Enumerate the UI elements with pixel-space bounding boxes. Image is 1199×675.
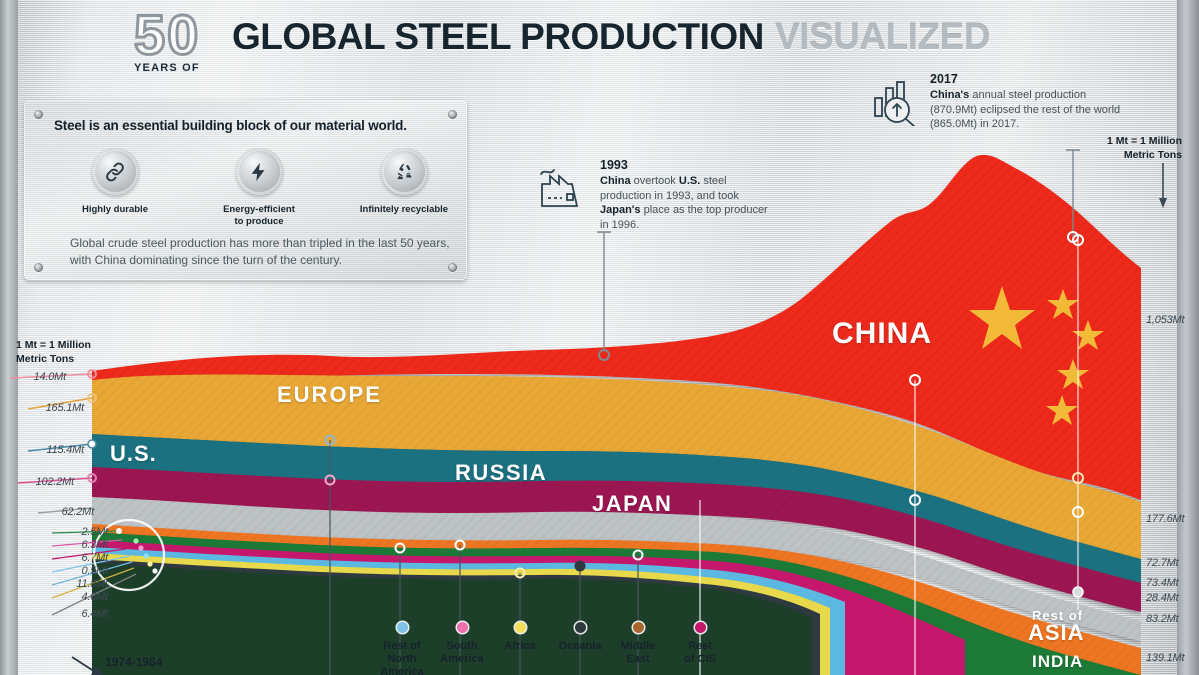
legend-rest-of-north-america[interactable]: Rest of North America bbox=[368, 622, 436, 675]
callout-year: 2017 bbox=[930, 72, 958, 86]
feature-label: Highly durable bbox=[82, 204, 148, 215]
link-icon bbox=[91, 148, 139, 195]
stream-label-japan: JAPAN bbox=[592, 491, 673, 516]
legend-middle-east[interactable]: Middle East bbox=[606, 622, 670, 666]
axis-label-left-rest-na: 0.5Mt bbox=[81, 565, 108, 577]
unit-note-left: 1 Mt = 1 Million Metric Tons bbox=[16, 339, 91, 366]
band-china bbox=[92, 154, 1141, 500]
magnifier-ring bbox=[92, 518, 166, 592]
legend-south-america[interactable]: South America bbox=[428, 622, 496, 666]
period-note: 1974-1984 bbox=[105, 655, 163, 669]
stream-label-rest-of: Rest of bbox=[1032, 608, 1084, 623]
axis-label-left-africa: 4.0Mt bbox=[81, 591, 108, 603]
band-us bbox=[92, 434, 1141, 586]
axis-label-left-japan: 62.2Mt bbox=[61, 506, 95, 518]
stream-label-asia: ASIA bbox=[1028, 620, 1085, 645]
callout-2017-stem bbox=[1066, 149, 1080, 243]
feature-highly-durable: Highly durable bbox=[50, 148, 180, 216]
metal-edge-left bbox=[0, 0, 18, 675]
band-japan bbox=[92, 497, 1141, 641]
band-europe bbox=[92, 374, 1141, 565]
screw-icon bbox=[448, 110, 457, 119]
screw-icon bbox=[34, 263, 43, 272]
axis-label-left-oceania: 6.4Mt bbox=[81, 608, 108, 620]
axis-label-right-us: 72.7Mt bbox=[1146, 557, 1179, 569]
plaque-title: Steel is an essential building block of … bbox=[54, 118, 407, 133]
callout-text: China overtook U.S. steel production in … bbox=[600, 175, 768, 231]
period-arrow bbox=[71, 656, 103, 675]
axis-label-right-russia: 73.4Mt bbox=[1146, 577, 1179, 589]
feature-label: Infinitely recyclable bbox=[359, 204, 449, 215]
axis-label-left-south-am: 11.8Mt bbox=[76, 578, 108, 590]
legend-color-swatch bbox=[396, 622, 408, 633]
bolt-icon bbox=[235, 148, 283, 195]
callout-1993-stem bbox=[597, 231, 611, 361]
legend-color-swatch bbox=[456, 622, 468, 633]
band-russia bbox=[92, 467, 1141, 612]
intro-plaque: Steel is an essential building block of … bbox=[24, 100, 467, 280]
legend-color-swatch bbox=[574, 622, 586, 633]
axis-label-left-russia: 102.2Mt bbox=[35, 476, 75, 488]
legend-color-swatch bbox=[694, 622, 706, 633]
legend-color-swatch bbox=[632, 622, 644, 633]
right-unit-arrow bbox=[1159, 163, 1167, 208]
legend-color-swatch bbox=[514, 622, 526, 633]
screw-icon bbox=[448, 263, 457, 272]
page-title-accent: VISUALIZED bbox=[775, 16, 990, 57]
callout-year: 1993 bbox=[600, 158, 628, 172]
callout-2017: 2017 China's annual steel production (87… bbox=[872, 72, 1122, 132]
stream-label-us: U.S. bbox=[110, 441, 157, 466]
years-of-label: YEARS OF bbox=[134, 62, 200, 74]
axis-label-left-china: 14.0Mt bbox=[33, 371, 67, 383]
feature-energy-efficient: Energy-efficient to produce bbox=[194, 148, 324, 228]
inner-connectors bbox=[324, 374, 921, 675]
axis-label-right-india: 139.1Mt bbox=[1146, 652, 1185, 664]
legend-label: Oceania bbox=[558, 640, 602, 652]
axis-label-left-asia: 2.5Mt bbox=[81, 526, 108, 538]
legend-label: South America bbox=[440, 640, 484, 666]
feature-infinitely-recyclable: Infinitely recyclable bbox=[339, 148, 469, 216]
stream-label-india: INDIA bbox=[1032, 652, 1084, 671]
stream-label-russia: RUSSIA bbox=[455, 460, 548, 485]
factory-icon bbox=[540, 169, 579, 207]
legend-label: Rest of North America bbox=[380, 640, 424, 675]
axis-label-left-india: 6.3Mt bbox=[81, 539, 108, 551]
chart-search-icon bbox=[874, 81, 915, 126]
left-axis-connectors bbox=[9, 373, 137, 616]
magnifier-dots bbox=[116, 528, 158, 574]
axis-label-left-cis: 6.7Mt bbox=[81, 552, 108, 564]
legend-label: Rest of CIS bbox=[684, 640, 716, 666]
header: 50 YEARS OF GLOBAL STEEL PRODUCTION VISU… bbox=[0, 3, 1199, 74]
axis-label-right-china: 1,053Mt bbox=[1146, 314, 1185, 326]
band-oceania bbox=[92, 563, 812, 675]
legend-africa[interactable]: Africa bbox=[489, 622, 551, 653]
plaque-note: Global crude steel production has more t… bbox=[70, 236, 450, 268]
page-title: GLOBAL STEEL PRODUCTION bbox=[232, 16, 764, 57]
axis-label-right-asia: 83.2Mt bbox=[1146, 613, 1179, 625]
fifty-number: 50 bbox=[132, 3, 201, 66]
screw-icon bbox=[34, 110, 43, 119]
callout-text: China's annual steel production (870.9Mt… bbox=[930, 89, 1121, 131]
feature-label: Energy-efficient to produce bbox=[223, 204, 295, 228]
axis-label-right-europe: 177.6Mt bbox=[1146, 513, 1185, 525]
left-axis-dots bbox=[87, 369, 97, 483]
unit-note-right: 1 Mt = 1 Million Metric Tons bbox=[1107, 135, 1182, 162]
axis-label-right-japan: 28.4Mt bbox=[1146, 592, 1179, 604]
axis-label-left-europe: 165.1Mt bbox=[45, 402, 85, 414]
callout-1993: 1993 China overtook U.S. steel productio… bbox=[538, 158, 768, 232]
legend-rest-of-cis[interactable]: Rest of CIS bbox=[668, 622, 732, 666]
axis-label-left-us: 115.4Mt bbox=[46, 444, 84, 456]
legend-oceania[interactable]: Oceania bbox=[546, 622, 614, 653]
legend-label: Middle East bbox=[620, 640, 656, 666]
legend-label: Africa bbox=[504, 640, 536, 652]
metal-edge-right bbox=[1177, 0, 1199, 675]
stream-label-china: CHINA bbox=[832, 317, 932, 350]
recycle-icon bbox=[380, 148, 428, 195]
stream-label-europe: EUROPE bbox=[277, 382, 382, 407]
china-flag-stars bbox=[969, 286, 1104, 425]
